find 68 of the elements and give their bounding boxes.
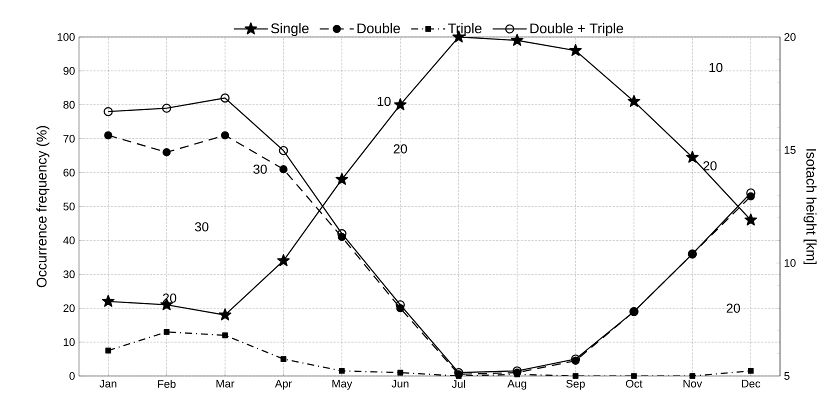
- x-tick-label: Feb: [158, 380, 176, 388]
- point: [572, 373, 578, 379]
- y2-tick-label: 5: [784, 372, 790, 380]
- x-tick-label: May: [332, 380, 352, 390]
- y-tick-label: 90: [63, 67, 75, 75]
- point: [102, 294, 114, 307]
- point: [628, 94, 640, 107]
- x-tick-label: Oct: [626, 380, 642, 388]
- annotation: 10: [710, 62, 722, 72]
- y2-tick-label: 10: [784, 259, 796, 267]
- point: [218, 308, 232, 320]
- point: [278, 146, 288, 156]
- y-tick-label: 50: [63, 202, 75, 210]
- x-tick-label: Jul: [452, 380, 465, 388]
- annotation: 20: [726, 304, 740, 313]
- x-tick-label: Dec: [742, 380, 760, 388]
- point: [220, 93, 230, 103]
- point: [748, 368, 754, 374]
- x-tick-label: Mar: [216, 380, 234, 388]
- point: [631, 373, 637, 379]
- point: [277, 254, 290, 266]
- x-tick-label: Nov: [684, 380, 702, 388]
- legend-label: Double: [358, 23, 400, 34]
- y-tick-label: 20: [64, 304, 75, 312]
- point: [336, 172, 348, 185]
- y2-tick-label: 20: [784, 33, 796, 41]
- point: [162, 148, 171, 156]
- x-tick-label: Jan: [100, 380, 116, 388]
- annotation: 20: [394, 144, 407, 154]
- legend-label: Triple: [448, 23, 482, 36]
- point: [744, 213, 758, 226]
- y-tick-label: 0: [69, 372, 75, 380]
- y-tick-label: 70: [64, 134, 75, 143]
- legend-label: Double + Triple: [530, 23, 624, 36]
- y-tick-label: 10: [64, 338, 75, 346]
- point: [397, 370, 404, 376]
- point: [689, 373, 696, 379]
- annotation: 30: [194, 222, 208, 232]
- annotation: 10: [378, 96, 391, 106]
- point: [162, 104, 172, 113]
- y-tick-label: 100: [58, 33, 75, 41]
- point: [686, 150, 699, 163]
- annotation: 30: [253, 164, 267, 174]
- x-tick-label: Apr: [274, 380, 292, 390]
- point: [222, 332, 228, 338]
- point: [104, 131, 112, 140]
- point: [394, 98, 407, 110]
- point: [220, 131, 230, 140]
- x-tick-label: Jun: [392, 380, 408, 388]
- point: [164, 329, 170, 335]
- point: [280, 356, 286, 362]
- annotation: 20: [703, 161, 717, 170]
- y2-axis-title: Isotach height [km]: [804, 149, 817, 264]
- point: [510, 34, 524, 46]
- y-tick-label: 80: [63, 100, 75, 109]
- point: [279, 165, 288, 174]
- point: [569, 44, 582, 56]
- point: [104, 106, 113, 116]
- point: [338, 368, 345, 374]
- point: [105, 348, 112, 354]
- y-tick-label: 30: [63, 270, 75, 278]
- legend-label: Single: [271, 23, 309, 36]
- y-axis-title: Occurrence frequency (%): [36, 126, 50, 288]
- x-tick-label: Sep: [566, 380, 585, 390]
- x-tick-label: Aug: [507, 380, 526, 390]
- y-tick-label: 60: [64, 168, 75, 176]
- y-tick-label: 40: [63, 236, 75, 244]
- y2-tick-label: 15: [784, 146, 796, 154]
